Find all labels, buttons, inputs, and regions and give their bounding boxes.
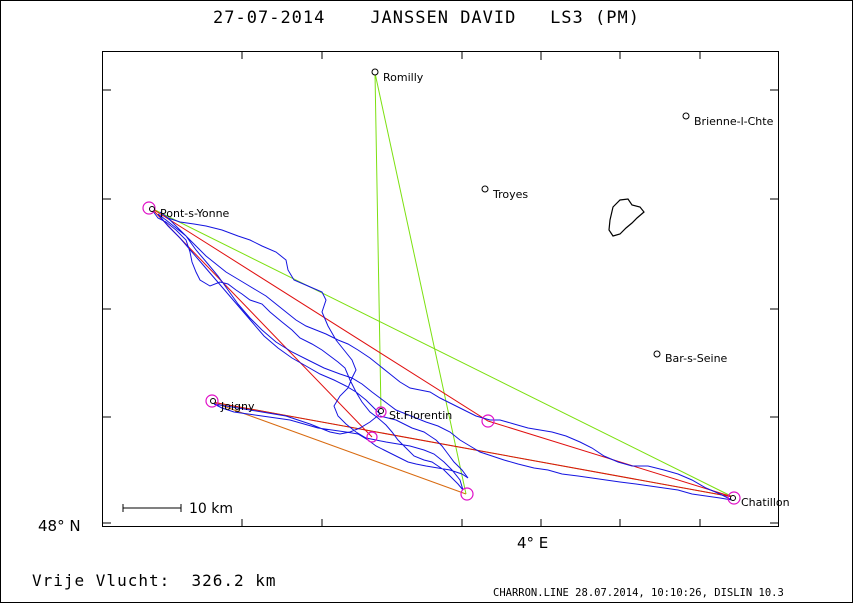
scale-bar-label: 10 km — [189, 501, 233, 517]
bar-marker — [653, 350, 661, 358]
brienne-marker — [682, 112, 690, 120]
free-flight-distance: Vrije Vlucht: 326.2 km — [32, 571, 277, 590]
chatillon-marker — [730, 495, 736, 501]
flight-title: 27-07-2014 JANSSEN DAVID LS3 (PM) — [213, 8, 640, 28]
task-leg-green-east — [150, 207, 734, 498]
turnpoint-south — [366, 431, 378, 443]
task-lines — [150, 72, 734, 498]
latitude-label: 48° N — [38, 517, 81, 535]
turnpoint-chatillon — [727, 491, 741, 505]
turnpoint-pont — [142, 201, 156, 215]
turnpoint-south-east — [460, 487, 474, 501]
scale-bar: 10 km — [122, 501, 233, 517]
render-credit: CHARRON.LINE 28.07.2014, 10:10:26, DISLI… — [493, 587, 784, 599]
place-label-brienne: Brienne-l-Chte — [694, 115, 774, 128]
plot-border — [102, 51, 779, 527]
place-label-bar: Bar-s-Seine — [665, 352, 728, 365]
joigny-marker — [210, 398, 216, 404]
place-label-pont: Pont-s-Yonne — [160, 207, 230, 220]
scale-bar-line — [122, 504, 182, 512]
longitude-label: 4° E — [517, 534, 548, 552]
place-label-chatillon: Chatillon — [741, 496, 790, 509]
place-labels: Romilly Brienne-l-Chte Troyes Pont-s-Yon… — [160, 71, 790, 509]
place-markers — [149, 68, 736, 501]
place-label-stflorentin: St.Florentin — [389, 409, 452, 422]
turnpoints — [142, 201, 741, 505]
place-label-troyes: Troyes — [492, 188, 528, 201]
plot-axes — [102, 51, 779, 527]
turnpoint-stflorentin — [375, 406, 387, 418]
lake-outline — [608, 198, 645, 237]
place-label-joigny: Joigny — [220, 400, 255, 413]
romilly-marker — [371, 68, 379, 76]
turnpoint-joigny — [205, 394, 219, 408]
troyes-marker — [481, 185, 489, 193]
flight-track — [151, 209, 733, 501]
pont-marker — [149, 206, 155, 212]
place-label-romilly: Romilly — [383, 71, 424, 84]
stflorentin-marker — [378, 408, 384, 414]
task-leg-orange — [211, 401, 467, 495]
turnpoint-east — [481, 414, 495, 428]
